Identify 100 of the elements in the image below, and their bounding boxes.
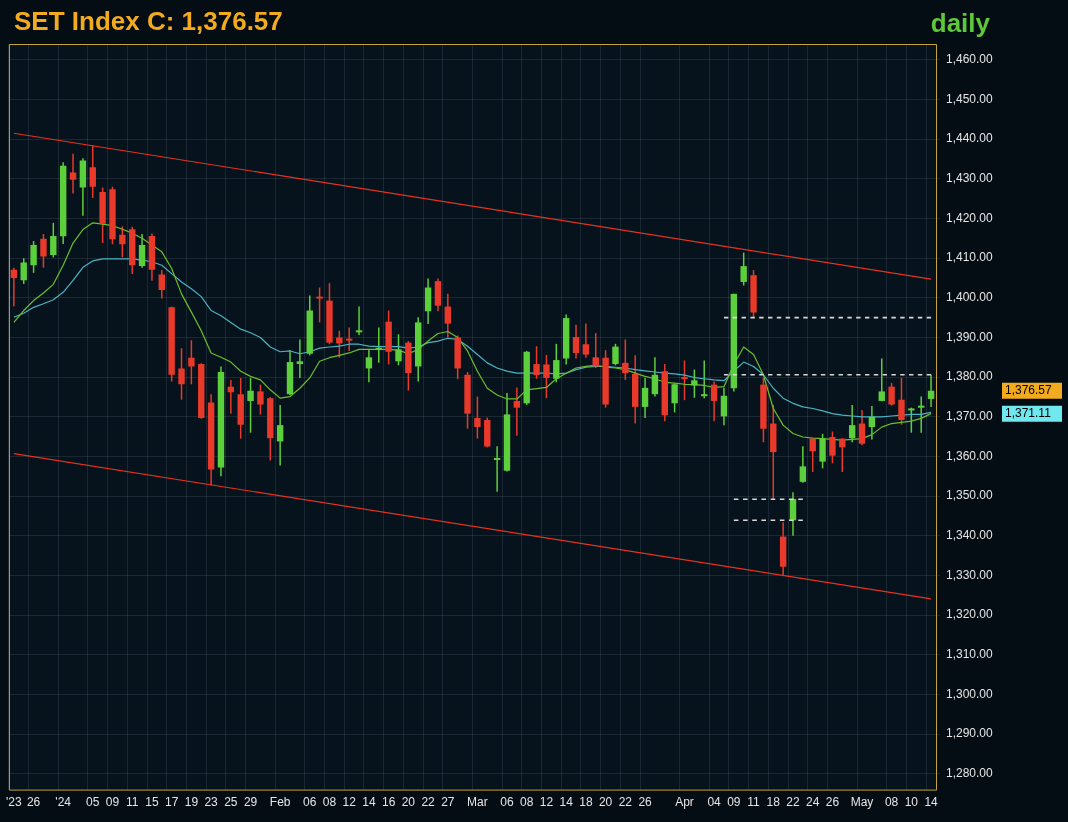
x-tick-label: 14 [362,795,376,810]
candlestick [30,240,37,274]
candlestick [355,305,363,336]
candlestick [612,343,619,366]
candlestick [138,233,146,269]
candlestick [839,437,846,473]
text: 1,376.57 [1005,383,1053,398]
candlestick [69,153,77,195]
x-tick-label: '23 [6,795,23,810]
candlestick [681,359,688,401]
candlestick [740,251,747,287]
x-tick-label: 09 [105,795,120,810]
candlestick [513,386,521,437]
x-tick-label: 08 [520,795,534,810]
x-tick-label: Mar [467,795,488,810]
x-tick-label: 12 [539,795,554,810]
x-tick-label: 11 [125,795,139,810]
candlestick [336,329,343,359]
candlestick [799,445,807,484]
candlestick [641,377,649,419]
x-tick-label: 18 [579,795,593,810]
candlestick [10,266,18,307]
x-tick-label: 16 [381,795,396,810]
x-tick-label: 24 [806,795,820,810]
x-tick-label: 11 [747,795,761,810]
x-tick-label: 14 [924,795,939,810]
x-tick-label: 26 [638,795,653,810]
candlestick [691,368,698,399]
x-tick-label: 09 [727,795,741,810]
candlestick [188,339,195,386]
candlestick [898,377,905,426]
y-tick-label: 1,460.00 [946,52,994,67]
candlestick [671,382,678,414]
candlestick [119,225,126,259]
x-tick-label: '24 [55,795,72,810]
candlestick [424,277,432,325]
y-tick-label: 1,390.00 [946,329,994,344]
candlestick [50,222,57,259]
candlestick [158,269,165,300]
candlestick [868,405,876,441]
x-tick-label: 06 [500,795,514,810]
y-tick-label: 1,410.00 [946,250,994,265]
y-tick-label: 1,450.00 [946,91,994,106]
y-tick-label: 1,280.00 [946,766,994,781]
candlestick [257,383,264,416]
candlestick [474,395,481,440]
y-tick-label: 1,440.00 [946,131,994,146]
x-tick-label: 17 [164,795,179,810]
candlestick [40,233,47,269]
candlestick [908,406,915,434]
candlestick [701,359,708,399]
candlestick [365,348,373,384]
x-tick-label: 18 [766,795,781,810]
x-tick-label: 20 [401,795,416,810]
candlestick [878,357,885,403]
x-tick-label: Feb [269,795,291,810]
y-tick-label: 1,380.00 [946,369,994,384]
y-tick-label: 1,310.00 [946,647,994,662]
candlestick [888,382,895,407]
candlestick [444,293,452,339]
x-tick-label: Apr [675,795,694,810]
y-tick-label: 1,430.00 [946,171,994,186]
candlestick [819,433,826,470]
candlestick [89,144,96,199]
chart-subtitle: daily [930,8,990,39]
candlestick [178,347,185,401]
candlestick [533,345,540,380]
x-tick-label: 23 [204,795,219,810]
candlestick [582,322,590,359]
x-tick-label: 10 [904,795,919,810]
x-tick-label: 04 [707,795,722,810]
y-tick-label: 1,400.00 [946,290,994,305]
chart-title: SET Index C: 1,376.57 [14,6,283,37]
candlestick [553,343,560,384]
candlestick [345,326,353,352]
text: 1,371.11 [1005,405,1052,420]
x-tick-label: 29 [243,795,258,810]
candlestick [395,333,402,366]
candlestick [858,409,866,447]
y-tick-label: 1,360.00 [946,448,994,463]
x-tick-label: 08 [322,795,337,810]
y-tick-label: 1,300.00 [946,686,994,701]
candlestick [918,395,925,434]
x-tick-label: May [850,795,874,810]
candlestick [720,387,728,426]
x-tick-label: 27 [441,795,455,810]
x-tick-label: 25 [224,795,238,810]
y-tick-label: 1,340.00 [946,528,994,543]
x-tick-label: 14 [559,795,574,810]
y-tick-label: 1,370.00 [946,409,994,424]
y-tick-label: 1,320.00 [946,607,994,622]
candlestick [592,332,599,369]
x-tick-label: 22 [786,795,800,810]
x-tick-label: 22 [618,795,633,810]
candlestick [375,326,382,364]
x-tick-label: 06 [303,795,317,810]
y-tick-label: 1,290.00 [946,726,994,741]
x-tick-label: 22 [421,795,436,810]
candlestick [651,356,659,398]
x-tick-label: 08 [884,795,899,810]
